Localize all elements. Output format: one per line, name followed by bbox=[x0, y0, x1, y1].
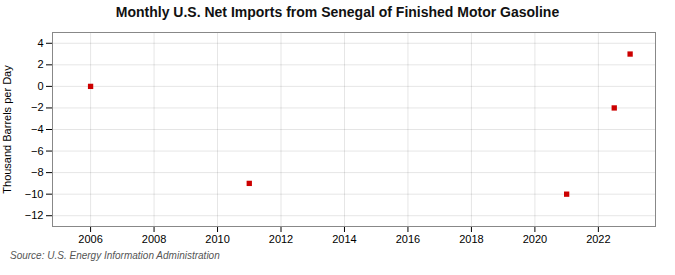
svg-text:2012: 2012 bbox=[269, 233, 293, 245]
html-text:Source: U.S. Energy Informatio: Source: U.S. Energy Information Administ… bbox=[10, 250, 220, 261]
html-text:Monthly U.S. Net Imports from: Monthly U.S. Net Imports from Senegal of… bbox=[115, 4, 560, 20]
svg-text:−12: −12 bbox=[25, 209, 44, 221]
svg-text:−4: −4 bbox=[31, 123, 44, 135]
svg-text:2008: 2008 bbox=[142, 233, 166, 245]
svg-text:2014: 2014 bbox=[332, 233, 356, 245]
svg-text:2010: 2010 bbox=[205, 233, 229, 245]
svg-text:−2: −2 bbox=[31, 101, 44, 113]
svg-text:2018: 2018 bbox=[459, 233, 483, 245]
svg-text:2: 2 bbox=[37, 58, 43, 70]
svg-text:2016: 2016 bbox=[396, 233, 420, 245]
svg-text:−10: −10 bbox=[25, 188, 44, 200]
svg-text:2006: 2006 bbox=[78, 233, 102, 245]
svg-text:2022: 2022 bbox=[586, 233, 610, 245]
svg-text:2020: 2020 bbox=[523, 233, 547, 245]
svg-text:4: 4 bbox=[37, 37, 43, 49]
svg-text:−8: −8 bbox=[31, 166, 44, 178]
svg-text:0: 0 bbox=[37, 80, 43, 92]
svg-text:Thousand Barrels per Day: Thousand Barrels per Day bbox=[1, 65, 13, 194]
svg-text:−6: −6 bbox=[31, 145, 44, 157]
